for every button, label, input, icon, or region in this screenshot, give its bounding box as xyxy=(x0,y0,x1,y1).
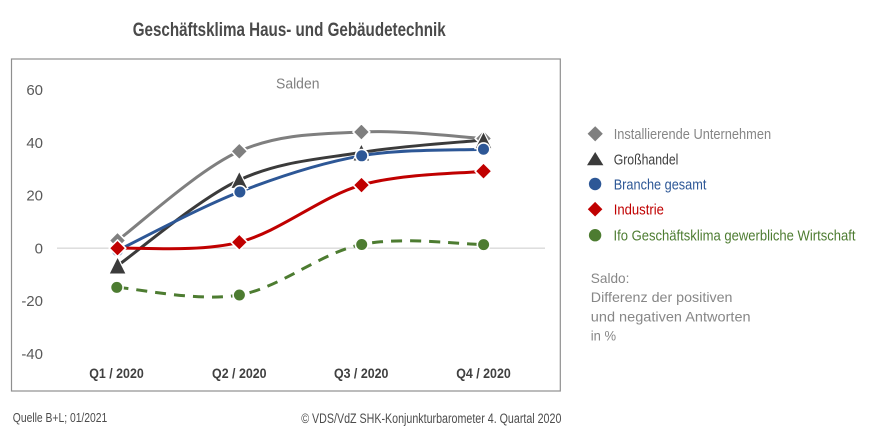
svg-text:40: 40 xyxy=(26,135,43,152)
svg-text:Differenz der positiven: Differenz der positiven xyxy=(591,289,733,305)
svg-text:-40: -40 xyxy=(21,346,43,363)
svg-text:Industrie: Industrie xyxy=(614,202,664,219)
svg-text:© VDS/VdZ SHK-Konjunkturbarome: © VDS/VdZ SHK-Konjunkturbarometer 4. Qua… xyxy=(301,411,561,426)
svg-text:in %: in % xyxy=(591,328,616,344)
svg-text:Q1 / 2020: Q1 / 2020 xyxy=(89,365,144,381)
svg-text:60: 60 xyxy=(26,82,43,99)
svg-text:Saldo:: Saldo: xyxy=(591,270,630,286)
svg-text:und negativen Antworten: und negativen Antworten xyxy=(591,309,751,325)
svg-text:-20: -20 xyxy=(21,293,43,310)
svg-text:Q2 / 2020: Q2 / 2020 xyxy=(212,365,267,381)
svg-text:0: 0 xyxy=(35,240,43,257)
svg-text:Installierende Unternehmen: Installierende Unternehmen xyxy=(614,126,771,143)
svg-text:Q4 / 2020: Q4 / 2020 xyxy=(456,365,511,381)
svg-text:20: 20 xyxy=(26,188,43,205)
svg-text:Q3 / 2020: Q3 / 2020 xyxy=(334,365,389,381)
svg-text:Ifo Geschäftsklima gewerbliche: Ifo Geschäftsklima gewerbliche Wirtschaf… xyxy=(614,227,857,244)
svg-text:Branche gesamt: Branche gesamt xyxy=(614,176,707,193)
svg-text:Salden: Salden xyxy=(276,76,320,93)
svg-text:Großhandel: Großhandel xyxy=(614,151,679,168)
svg-text:Quelle B+L; 01/2021: Quelle B+L; 01/2021 xyxy=(13,410,108,425)
svg-text:Geschäftsklima Haus- und Gebäu: Geschäftsklima Haus- und Gebäudetechnik xyxy=(133,19,446,41)
